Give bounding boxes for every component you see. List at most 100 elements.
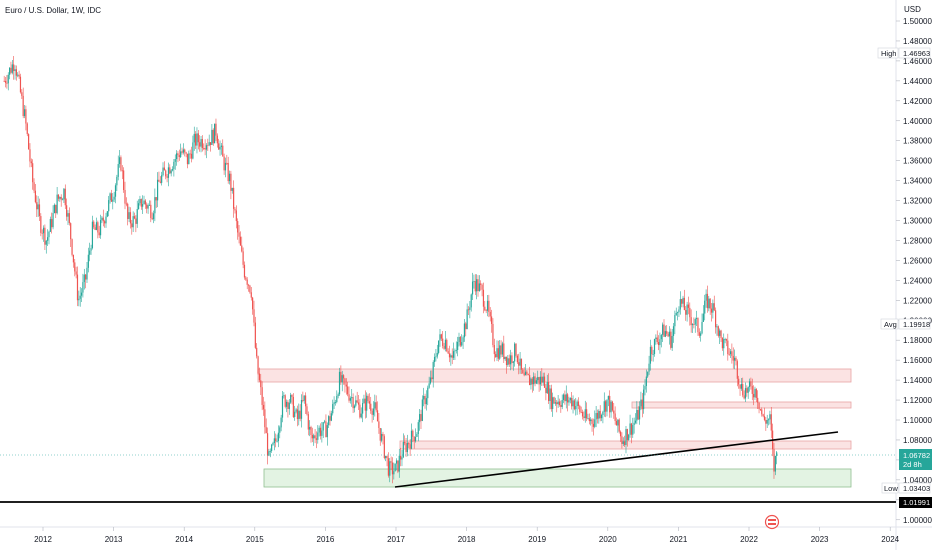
hline-tag <box>899 497 932 508</box>
candle-body <box>518 362 520 366</box>
candle-body <box>493 345 495 355</box>
candle-body <box>546 382 548 394</box>
candle-body <box>738 378 740 385</box>
candle-body <box>315 438 318 440</box>
candle-body <box>548 382 550 401</box>
time-axis[interactable]: 2012 2013 2014 2015 2016 2017 2018 2019 2020 2021… <box>34 527 900 544</box>
candle-body <box>101 217 103 221</box>
candle-body <box>754 388 756 398</box>
candle-body <box>719 330 721 336</box>
candle-body <box>459 336 461 346</box>
candle-body <box>495 354 497 358</box>
candle-body <box>298 410 300 420</box>
candle-body <box>163 167 165 171</box>
candle-body <box>618 419 620 432</box>
candle-body <box>304 395 307 407</box>
candle-body <box>478 283 480 292</box>
candle-body <box>408 442 410 445</box>
candle-body <box>400 455 402 460</box>
candle-body <box>11 64 13 73</box>
candle-body <box>63 188 65 200</box>
candle-body <box>505 356 508 365</box>
price-tick-label: 1.08000 <box>903 436 932 445</box>
candle-body <box>300 399 303 419</box>
candle-body <box>56 194 58 214</box>
candle-body <box>595 413 597 420</box>
price-tick-label: 1.12000 <box>903 396 932 405</box>
candle-body <box>629 423 631 435</box>
candle-body <box>648 363 650 372</box>
candle-body <box>535 380 537 384</box>
candle-body <box>476 279 478 292</box>
candle-body <box>231 187 233 191</box>
candle-body <box>201 139 203 149</box>
candle-body <box>273 438 275 444</box>
candle-body <box>501 343 504 355</box>
candle-body <box>41 232 43 234</box>
candle-body <box>668 331 671 337</box>
candle-body <box>156 179 159 201</box>
low-value: 1.03403 <box>903 484 930 493</box>
tradingview-logo-icon[interactable] <box>764 514 780 530</box>
candle-body <box>656 337 658 343</box>
candle-body <box>419 414 421 423</box>
candle-body <box>473 281 475 282</box>
candle-body <box>112 199 114 202</box>
candle-body <box>728 354 730 355</box>
candle-body <box>60 196 62 200</box>
candle-body <box>180 151 182 157</box>
candle-body <box>702 313 704 322</box>
trend-line[interactable] <box>394 431 839 488</box>
symbol-title: Euro / U.S. Dollar, 1W, IDC <box>5 6 101 15</box>
candle-body <box>317 432 319 440</box>
candle-body <box>318 427 320 433</box>
price-tick-label: 1.46000 <box>903 57 932 66</box>
candle-body <box>311 434 313 439</box>
candle-body <box>382 433 384 437</box>
candle-body <box>340 371 342 383</box>
candle-body <box>693 324 695 325</box>
candle-body <box>34 190 36 203</box>
candle-body <box>560 404 562 407</box>
candle-body <box>492 323 494 346</box>
candle-body <box>142 204 144 207</box>
candle-body <box>10 67 12 73</box>
candle-body <box>442 338 444 346</box>
support-zone[interactable] <box>263 468 852 488</box>
candle-body <box>37 204 39 210</box>
candle-body <box>414 436 417 442</box>
candle-body <box>568 400 570 403</box>
candle-body <box>649 346 652 364</box>
candle-body <box>223 156 225 171</box>
candle-body <box>330 413 332 421</box>
candle-body <box>67 213 69 217</box>
candle-body <box>558 401 561 405</box>
candle-body <box>428 383 430 388</box>
candle-body <box>474 281 476 292</box>
candle-body <box>170 170 172 174</box>
candle-body <box>342 375 345 379</box>
high-label: High <box>881 49 896 58</box>
candle-body <box>195 133 197 146</box>
candle-body <box>662 324 664 335</box>
candle-body <box>724 339 726 340</box>
resistance-zone-upper[interactable] <box>257 368 852 383</box>
candle-body <box>421 399 423 421</box>
candle-body <box>207 145 209 147</box>
candle-body <box>590 419 592 422</box>
price-axis[interactable]: 1.50000 1.48000 1.46000 1.44000 1.42000 1.400… <box>896 17 932 525</box>
candle-body <box>463 323 466 338</box>
candle-body <box>465 323 467 330</box>
candle-body <box>21 92 23 96</box>
candle-body <box>52 213 54 228</box>
candle-body <box>695 318 698 320</box>
candle-body <box>26 123 28 135</box>
candle-body <box>725 339 728 341</box>
candle-body <box>6 82 8 84</box>
candle-body <box>140 198 142 207</box>
candle-body <box>258 373 261 381</box>
resistance-zone-middle[interactable] <box>631 401 852 409</box>
candle-body <box>573 400 576 410</box>
candle-body <box>588 418 590 422</box>
